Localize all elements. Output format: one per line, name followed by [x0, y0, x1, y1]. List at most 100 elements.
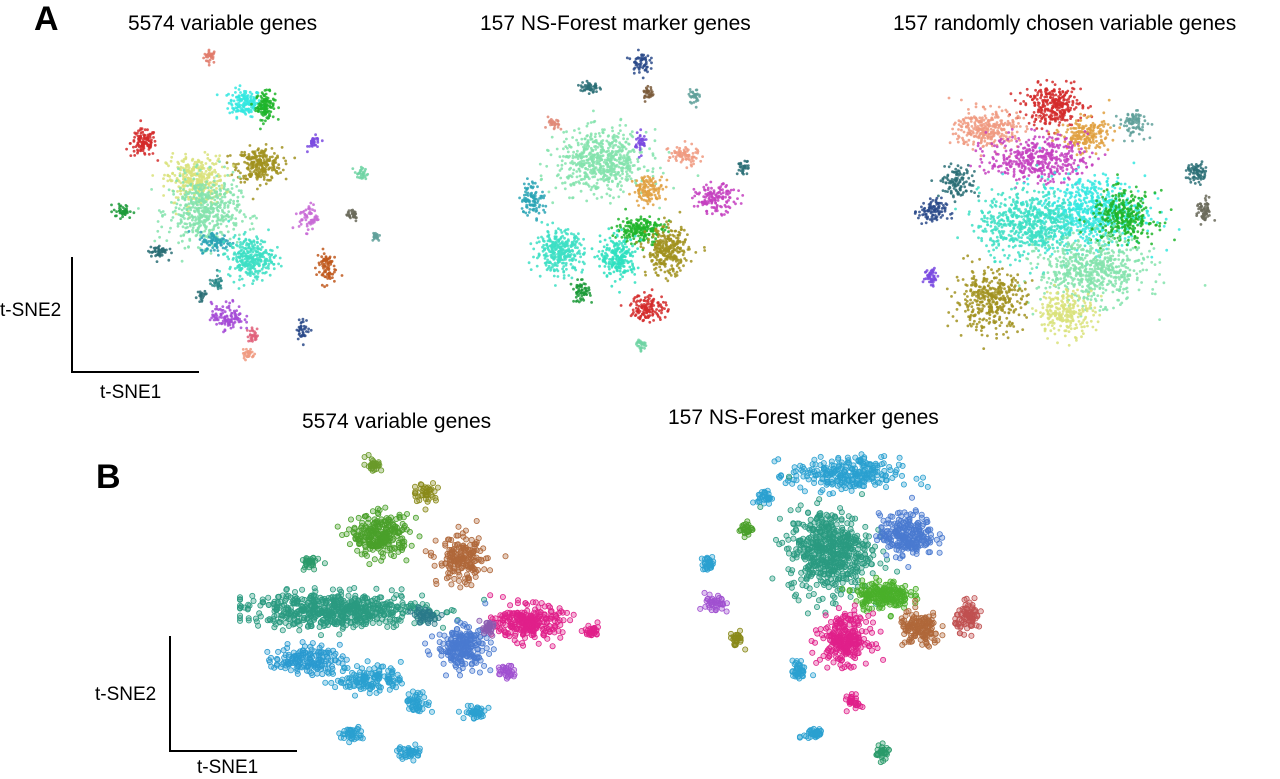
point	[203, 52, 207, 56]
point	[622, 233, 626, 237]
point	[270, 249, 274, 253]
cluster-20	[295, 317, 313, 347]
point	[271, 115, 275, 119]
point	[579, 189, 583, 193]
point	[211, 246, 215, 250]
point	[235, 208, 239, 212]
point	[212, 318, 216, 322]
point	[586, 158, 590, 162]
point	[115, 214, 118, 218]
point	[244, 97, 248, 100]
point	[708, 196, 711, 199]
point	[564, 261, 568, 265]
point	[222, 202, 226, 205]
point	[301, 317, 305, 321]
point	[333, 255, 336, 259]
cluster-7	[665, 140, 704, 170]
point	[277, 106, 280, 110]
point	[737, 189, 740, 193]
point	[304, 208, 308, 212]
point	[206, 193, 210, 197]
point	[671, 240, 674, 244]
point	[681, 243, 685, 246]
point	[296, 337, 300, 341]
point	[663, 216, 666, 220]
point	[651, 259, 654, 262]
point	[201, 166, 204, 170]
point	[150, 188, 153, 191]
point	[358, 176, 361, 180]
point	[230, 187, 234, 190]
point	[253, 263, 257, 267]
point	[566, 228, 570, 231]
point	[673, 229, 677, 233]
point	[710, 201, 714, 205]
point	[200, 196, 204, 200]
point	[638, 71, 641, 74]
cluster-10	[628, 175, 669, 210]
cluster-16	[314, 247, 344, 289]
point	[630, 230, 634, 234]
point	[664, 277, 668, 280]
point	[526, 194, 530, 197]
point	[584, 167, 588, 171]
point	[531, 181, 535, 185]
point	[646, 70, 649, 74]
point	[575, 138, 578, 142]
point	[298, 332, 301, 335]
point	[715, 209, 719, 213]
point	[217, 277, 220, 281]
point	[559, 127, 563, 131]
point	[653, 221, 657, 225]
point	[167, 164, 170, 168]
point	[174, 212, 178, 216]
point	[678, 146, 682, 150]
point	[257, 99, 261, 102]
point	[648, 95, 651, 99]
point	[191, 216, 195, 220]
point	[608, 258, 611, 261]
point	[637, 56, 641, 60]
point	[705, 209, 708, 213]
point	[219, 203, 222, 207]
point	[645, 193, 649, 197]
point	[198, 168, 202, 172]
point	[247, 101, 251, 105]
point	[179, 189, 183, 193]
point	[637, 224, 641, 228]
point	[278, 256, 282, 260]
point	[250, 115, 254, 119]
point	[207, 211, 211, 215]
point	[238, 233, 241, 237]
point	[746, 159, 749, 163]
point	[310, 212, 313, 215]
point	[146, 133, 150, 137]
point	[590, 153, 594, 156]
point	[220, 321, 224, 325]
point	[248, 329, 252, 333]
point	[675, 241, 679, 245]
point	[520, 207, 524, 210]
point	[617, 171, 620, 175]
point	[261, 253, 264, 257]
point	[648, 178, 651, 182]
point	[245, 161, 249, 165]
point	[233, 311, 237, 314]
point	[247, 354, 250, 358]
point	[678, 151, 682, 155]
point	[610, 126, 614, 129]
point	[137, 137, 140, 141]
point	[649, 229, 653, 233]
point	[211, 210, 215, 214]
point	[220, 309, 223, 312]
point	[607, 260, 611, 264]
point	[618, 277, 622, 281]
point	[695, 96, 698, 100]
point	[569, 262, 573, 266]
point	[199, 295, 203, 298]
point	[268, 273, 272, 277]
point	[565, 267, 568, 271]
point	[268, 89, 272, 93]
point	[204, 162, 208, 165]
point	[590, 172, 594, 175]
